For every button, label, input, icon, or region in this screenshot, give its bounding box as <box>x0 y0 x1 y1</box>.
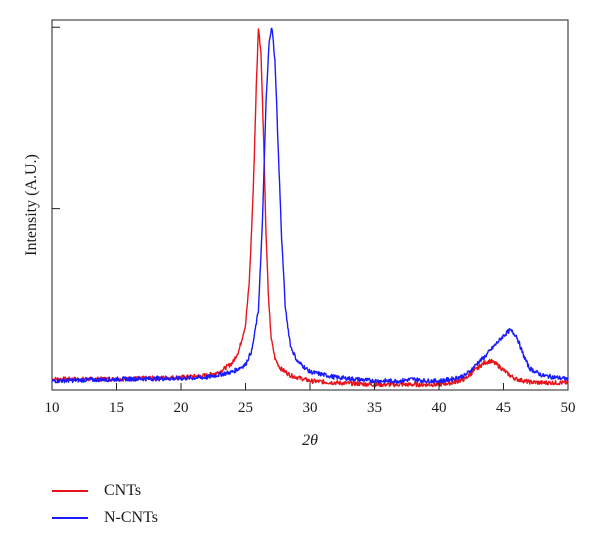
series-line-cnts <box>51 28 569 388</box>
plot-frame <box>51 19 569 391</box>
x-tick-label: 40 <box>432 400 447 416</box>
y-axis-label: Intensity (A.U.) <box>23 154 40 256</box>
x-tick-label: 50 <box>561 400 576 416</box>
x-tick-label: 45 <box>496 400 511 416</box>
x-tick-label: 30 <box>303 400 318 416</box>
legend-label-ncnts: N-CNTs <box>104 508 158 526</box>
xrd-chart: 10 15 20 25 30 35 40 45 50 2θ Intensity (A.U.) <box>23 19 576 449</box>
x-axis-label: 2θ <box>302 432 318 449</box>
x-tick-label: 15 <box>109 400 124 416</box>
legend-swatch-cnts <box>52 489 88 492</box>
series-layer <box>51 27 569 388</box>
series-line-ncnts <box>51 27 569 384</box>
legend: CNTs N-CNTs <box>52 477 158 531</box>
legend-swatch-ncnts <box>52 516 88 519</box>
legend-item-cnts: CNTs <box>52 477 158 504</box>
x-tick-label: 20 <box>174 400 189 416</box>
x-tick-label: 25 <box>238 400 253 416</box>
legend-label-cnts: CNTs <box>104 481 142 499</box>
legend-item-ncnts: N-CNTs <box>52 504 158 531</box>
x-tick-label: 35 <box>367 400 382 416</box>
x-tick-label: 10 <box>45 400 60 416</box>
tick-layer: 10 15 20 25 30 35 40 45 50 <box>45 26 576 416</box>
